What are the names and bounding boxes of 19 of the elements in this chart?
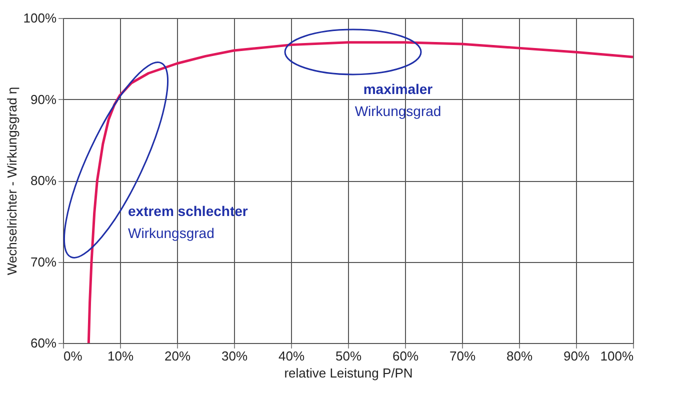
x-tick-label: 20% [164,348,191,364]
y-tick-label: 90% [30,92,57,107]
x-tick-label: 10% [107,348,134,364]
x-tick-label: 30% [221,348,248,364]
x-tick-label: 100% [600,348,634,364]
y-tick-label: 60% [30,336,57,350]
y-tick-label: 70% [30,254,57,270]
y-axis-title: Wechselrichter - Wirkungsgrad η [4,86,20,276]
y-tick-label: 100% [23,10,57,26]
x-tick-label: 0% [64,348,83,364]
x-tick-label: 40% [278,348,305,364]
x-axis-title: relative Leistung P/PN [284,366,413,380]
x-tick-label: 60% [392,348,419,364]
line-series [87,41,634,344]
x-tick-label: 50% [335,348,362,364]
x-tick-label: 90% [563,348,590,364]
x-tick-label: 70% [449,348,476,364]
y-tick-label: 80% [30,173,57,188]
x-tick-label: 80% [506,348,533,364]
